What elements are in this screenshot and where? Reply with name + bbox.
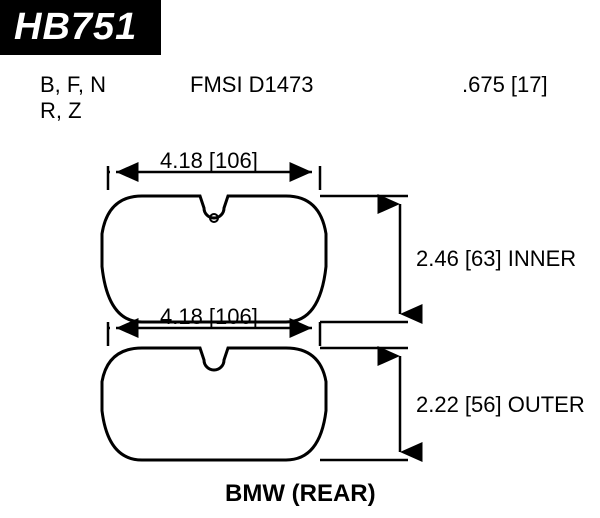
width-dim-top <box>108 166 320 190</box>
height-dim-inner <box>320 196 408 322</box>
inner-pad-outline <box>102 196 326 322</box>
width-dim-bottom <box>108 322 320 346</box>
outer-pad-outline <box>102 348 326 460</box>
height-dim-outer <box>320 348 408 460</box>
diagram-svg <box>0 0 600 518</box>
